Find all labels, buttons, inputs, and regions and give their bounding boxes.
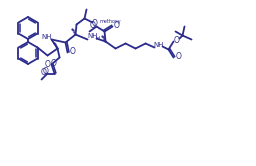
Text: O: O <box>114 21 120 30</box>
Text: O: O <box>90 21 95 30</box>
Text: O: O <box>51 58 57 68</box>
Text: O: O <box>41 68 46 77</box>
Text: NH: NH <box>153 42 164 47</box>
Text: O: O <box>174 36 179 45</box>
Text: O: O <box>45 60 50 69</box>
Text: NH: NH <box>41 34 52 40</box>
Text: O: O <box>42 67 48 76</box>
Text: O: O <box>176 52 182 61</box>
Text: H: H <box>95 36 100 41</box>
Text: NH: NH <box>87 33 98 39</box>
Text: O: O <box>70 47 76 56</box>
Text: O: O <box>92 19 98 28</box>
Text: methoxy: methoxy <box>100 19 121 24</box>
